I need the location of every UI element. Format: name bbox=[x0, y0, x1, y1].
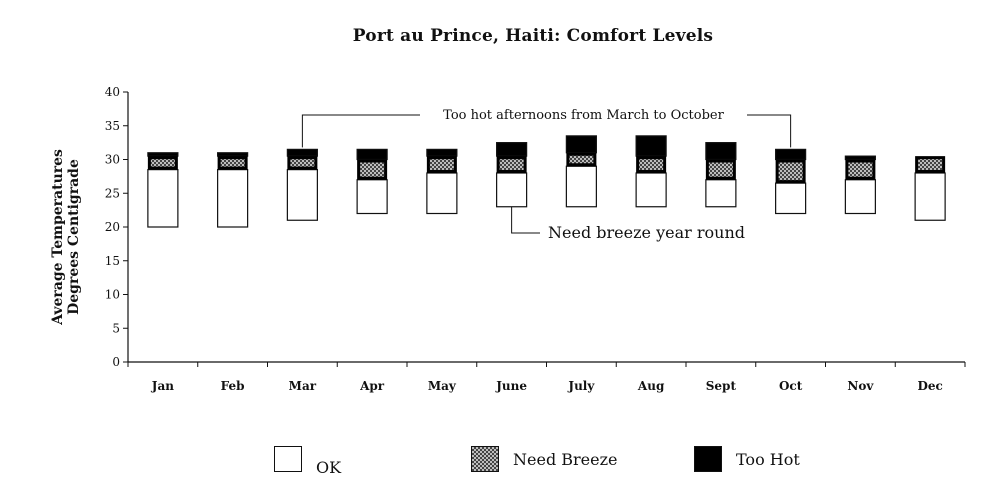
bars bbox=[147, 135, 946, 228]
bar-too-hot-segment bbox=[426, 148, 458, 157]
bar-need-breeze-segment bbox=[705, 159, 736, 180]
x-tick-label: June bbox=[495, 379, 527, 393]
bar-need-breeze-segment bbox=[775, 159, 806, 184]
y-tick-label: 5 bbox=[112, 321, 120, 335]
bar-need-breeze-segment bbox=[496, 156, 527, 173]
annotation-breeze-text: Need breeze year round bbox=[548, 223, 745, 242]
x-tick-label: May bbox=[428, 379, 457, 393]
bar-need-breeze-segment bbox=[845, 159, 876, 180]
bar-too-hot-segment bbox=[147, 152, 179, 157]
annotation-breeze-pointer bbox=[511, 206, 540, 234]
y-tick-label: 15 bbox=[105, 254, 120, 268]
x-tick-label: Sept bbox=[706, 379, 737, 393]
y-tick-label: 35 bbox=[105, 119, 120, 133]
bar-need-breeze-segment bbox=[426, 156, 457, 173]
legend-item-need-breeze: Need Breeze bbox=[471, 446, 618, 472]
legend-label-too-hot: Too Hot bbox=[736, 449, 800, 469]
bar-ok-segment bbox=[635, 172, 667, 208]
y-tick-label: 0 bbox=[112, 355, 120, 369]
bar-too-hot-segment bbox=[635, 135, 667, 157]
x-tick-label: Nov bbox=[847, 379, 874, 393]
legend-swatch-ok bbox=[274, 445, 302, 472]
bar-ok-segment bbox=[496, 172, 528, 208]
legend-swatch-need-breeze bbox=[471, 446, 499, 472]
bar-need-breeze-segment bbox=[566, 152, 597, 167]
x-tick-label: July bbox=[567, 379, 595, 393]
bar-too-hot-segment bbox=[217, 152, 249, 157]
chart-title: Port au Prince, Haiti: Comfort Levels bbox=[352, 26, 714, 46]
y-axis-label-line: Average Temperatures bbox=[50, 149, 66, 326]
annotation-bracket-right bbox=[747, 114, 792, 148]
x-tick-label: Dec bbox=[917, 379, 942, 393]
bar-ok-segment bbox=[217, 169, 249, 228]
bar-ok-segment bbox=[914, 172, 946, 221]
bar-need-breeze-segment bbox=[147, 156, 178, 170]
legend-item-ok: OK bbox=[274, 440, 341, 477]
x-tick-label: Oct bbox=[779, 379, 803, 393]
annotation-too-hot-text: Too hot afternoons from March to October bbox=[443, 108, 724, 123]
annotations: Too hot afternoons from March to October… bbox=[301, 108, 792, 242]
x-tick-label: Aug bbox=[637, 379, 665, 393]
bar-ok-segment bbox=[286, 169, 318, 221]
bar-need-breeze-segment bbox=[915, 156, 946, 173]
legend-swatch-too-hot bbox=[694, 446, 722, 472]
axes: 0 5 10 15 20 25 30 35 40 Jan Feb Mar Apr May June July A… bbox=[105, 85, 966, 393]
y-tick-label: 30 bbox=[105, 153, 120, 167]
x-tick-label: Mar bbox=[289, 379, 317, 393]
bar-ok-segment bbox=[705, 179, 737, 208]
y-tick-label: 10 bbox=[105, 288, 120, 302]
y-axis-label-line: Degrees Centigrade bbox=[66, 159, 82, 315]
x-tick-label: Feb bbox=[221, 379, 245, 393]
bar-too-hot-segment bbox=[844, 155, 876, 161]
bar-ok-segment bbox=[844, 179, 876, 215]
bar-ok-segment bbox=[147, 169, 179, 228]
bar-too-hot-segment bbox=[496, 142, 528, 157]
x-tick-label: Jan bbox=[151, 379, 174, 393]
x-tick-label: Apr bbox=[359, 379, 385, 393]
y-axis-label: Average Temperatures Degrees Centigrade bbox=[50, 149, 82, 326]
y-tick-label: 20 bbox=[105, 220, 120, 234]
y-tick-label: 40 bbox=[105, 85, 120, 99]
legend-item-too-hot: Too Hot bbox=[694, 446, 800, 472]
legend-label-need-breeze: Need Breeze bbox=[513, 449, 618, 469]
bar-ok-segment bbox=[775, 182, 807, 215]
bar-ok-segment bbox=[356, 179, 388, 215]
bar-need-breeze-segment bbox=[357, 159, 388, 180]
annotation-bracket-left bbox=[301, 114, 420, 148]
bar-need-breeze-segment bbox=[287, 156, 318, 170]
bar-too-hot-segment bbox=[286, 148, 318, 157]
y-tick-label: 25 bbox=[105, 186, 120, 200]
bar-too-hot-segment bbox=[565, 135, 597, 154]
bar-ok-segment bbox=[426, 172, 458, 215]
bar-need-breeze-segment bbox=[217, 156, 248, 170]
bar-too-hot-segment bbox=[356, 148, 388, 161]
bar-too-hot-segment bbox=[775, 148, 807, 161]
bar-too-hot-segment bbox=[705, 142, 737, 161]
bar-ok-segment bbox=[565, 165, 597, 208]
legend-label-ok: OK bbox=[316, 458, 342, 477]
bar-need-breeze-segment bbox=[636, 156, 667, 173]
